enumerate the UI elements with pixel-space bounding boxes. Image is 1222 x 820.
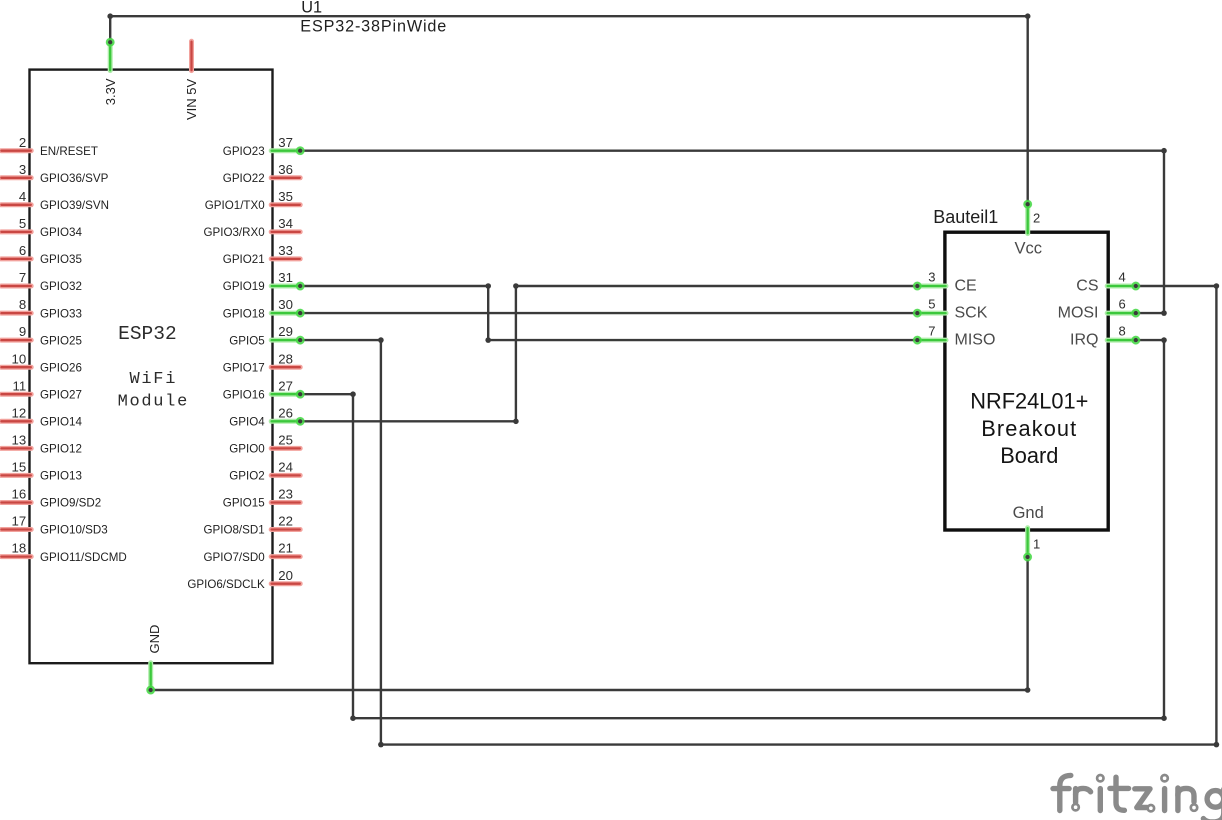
svg-text:ESP32: ESP32 (118, 323, 177, 345)
svg-text:21: 21 (278, 541, 293, 556)
svg-text:Vcc: Vcc (1014, 239, 1042, 257)
svg-text:GPIO1/TX0: GPIO1/TX0 (205, 199, 265, 212)
svg-text:22: 22 (278, 514, 293, 529)
svg-text:30: 30 (278, 297, 293, 312)
svg-text:GPIO2: GPIO2 (229, 470, 264, 483)
svg-text:GPIO34: GPIO34 (40, 226, 82, 239)
svg-text:3: 3 (928, 269, 935, 284)
svg-text:4: 4 (19, 189, 26, 204)
svg-text:7: 7 (19, 270, 26, 285)
svg-text:17: 17 (12, 514, 27, 529)
svg-text:CE: CE (955, 278, 977, 295)
svg-text:10: 10 (12, 351, 27, 366)
svg-text:24: 24 (278, 460, 293, 475)
svg-text:1: 1 (1033, 537, 1040, 552)
svg-text:GND: GND (147, 625, 162, 654)
svg-text:36: 36 (278, 162, 293, 177)
svg-text:34: 34 (278, 216, 293, 231)
svg-text:GPIO27: GPIO27 (40, 388, 82, 401)
svg-text:8: 8 (1119, 324, 1126, 339)
svg-text:GPIO12: GPIO12 (40, 443, 82, 456)
svg-text:7: 7 (928, 324, 935, 339)
svg-text:GPIO22: GPIO22 (223, 172, 265, 185)
svg-text:18: 18 (12, 541, 27, 556)
svg-text:CS: CS (1076, 278, 1098, 295)
svg-text:GPIO5: GPIO5 (229, 334, 264, 347)
svg-text:SCK: SCK (955, 305, 988, 322)
svg-text:GPIO19: GPIO19 (223, 280, 265, 293)
svg-text:GPIO17: GPIO17 (223, 361, 265, 374)
svg-text:GPIO13: GPIO13 (40, 470, 82, 483)
svg-text:25: 25 (278, 433, 293, 448)
svg-text:GPIO15: GPIO15 (223, 497, 265, 510)
svg-text:U1: U1 (301, 0, 322, 17)
svg-text:GPIO10/SD3: GPIO10/SD3 (40, 524, 108, 537)
svg-text:2: 2 (1033, 210, 1040, 225)
svg-text:GPIO32: GPIO32 (40, 280, 82, 293)
svg-text:NRF24L01+: NRF24L01+ (970, 388, 1088, 413)
svg-text:37: 37 (278, 135, 293, 150)
svg-text:29: 29 (278, 324, 293, 339)
svg-text:15: 15 (12, 460, 27, 475)
svg-text:GPIO26: GPIO26 (40, 361, 82, 374)
svg-text:WiFi: WiFi (129, 370, 177, 389)
svg-text:33: 33 (278, 243, 293, 258)
svg-text:26: 26 (278, 405, 293, 420)
svg-text:3.3V: 3.3V (103, 78, 118, 105)
svg-text:12: 12 (12, 405, 27, 420)
svg-text:5: 5 (928, 297, 935, 312)
svg-text:GPIO7/SD0: GPIO7/SD0 (203, 551, 264, 564)
svg-text:GPIO23: GPIO23 (223, 145, 265, 158)
svg-text:16: 16 (12, 487, 27, 502)
svg-text:Board: Board (1000, 443, 1058, 468)
svg-text:GPIO11/SDCMD: GPIO11/SDCMD (40, 551, 127, 564)
svg-text:GPIO21: GPIO21 (223, 253, 265, 266)
svg-text:6: 6 (19, 243, 26, 258)
svg-text:MISO: MISO (955, 332, 996, 349)
svg-text:23: 23 (278, 487, 293, 502)
svg-text:35: 35 (278, 189, 293, 204)
svg-text:GPIO0: GPIO0 (229, 443, 264, 456)
svg-text:Module: Module (118, 392, 189, 411)
svg-text:ESP32-38PinWide: ESP32-38PinWide (300, 18, 447, 36)
svg-text:27: 27 (278, 378, 293, 393)
svg-text:28: 28 (278, 351, 293, 366)
svg-text:13: 13 (12, 433, 27, 448)
svg-text:GPIO39/SVN: GPIO39/SVN (40, 199, 109, 212)
svg-text:GPIO8/SD1: GPIO8/SD1 (203, 524, 264, 537)
svg-text:MOSI: MOSI (1058, 305, 1099, 322)
svg-text:GPIO35: GPIO35 (40, 253, 82, 266)
svg-text:IRQ: IRQ (1070, 332, 1098, 349)
svg-text:4: 4 (1119, 269, 1126, 284)
svg-text:GPIO25: GPIO25 (40, 334, 82, 347)
svg-text:VIN 5V: VIN 5V (184, 78, 199, 120)
svg-text:5: 5 (19, 216, 26, 231)
svg-text:GPIO4: GPIO4 (229, 416, 265, 429)
svg-text:Gnd: Gnd (1013, 504, 1044, 522)
svg-text:31: 31 (278, 270, 293, 285)
svg-text:Bauteil1: Bauteil1 (933, 207, 998, 227)
svg-text:GPIO9/SD2: GPIO9/SD2 (40, 497, 101, 510)
svg-text:9: 9 (19, 324, 26, 339)
svg-text:20: 20 (278, 568, 293, 583)
svg-text:EN/RESET: EN/RESET (40, 145, 98, 158)
svg-text:Breakout: Breakout (981, 416, 1077, 441)
svg-text:3: 3 (19, 162, 26, 177)
svg-text:GPIO3/RX0: GPIO3/RX0 (203, 226, 264, 239)
svg-text:8: 8 (19, 297, 26, 312)
svg-text:GPIO14: GPIO14 (40, 416, 82, 429)
svg-text:GPIO36/SVP: GPIO36/SVP (40, 172, 109, 185)
svg-text:6: 6 (1119, 297, 1126, 312)
svg-text:11: 11 (12, 378, 26, 393)
svg-text:GPIO16: GPIO16 (223, 388, 265, 401)
svg-text:GPIO18: GPIO18 (223, 307, 265, 320)
svg-text:GPIO6/SDCLK: GPIO6/SDCLK (187, 578, 265, 591)
svg-text:GPIO33: GPIO33 (40, 307, 82, 320)
svg-text:2: 2 (19, 135, 26, 150)
